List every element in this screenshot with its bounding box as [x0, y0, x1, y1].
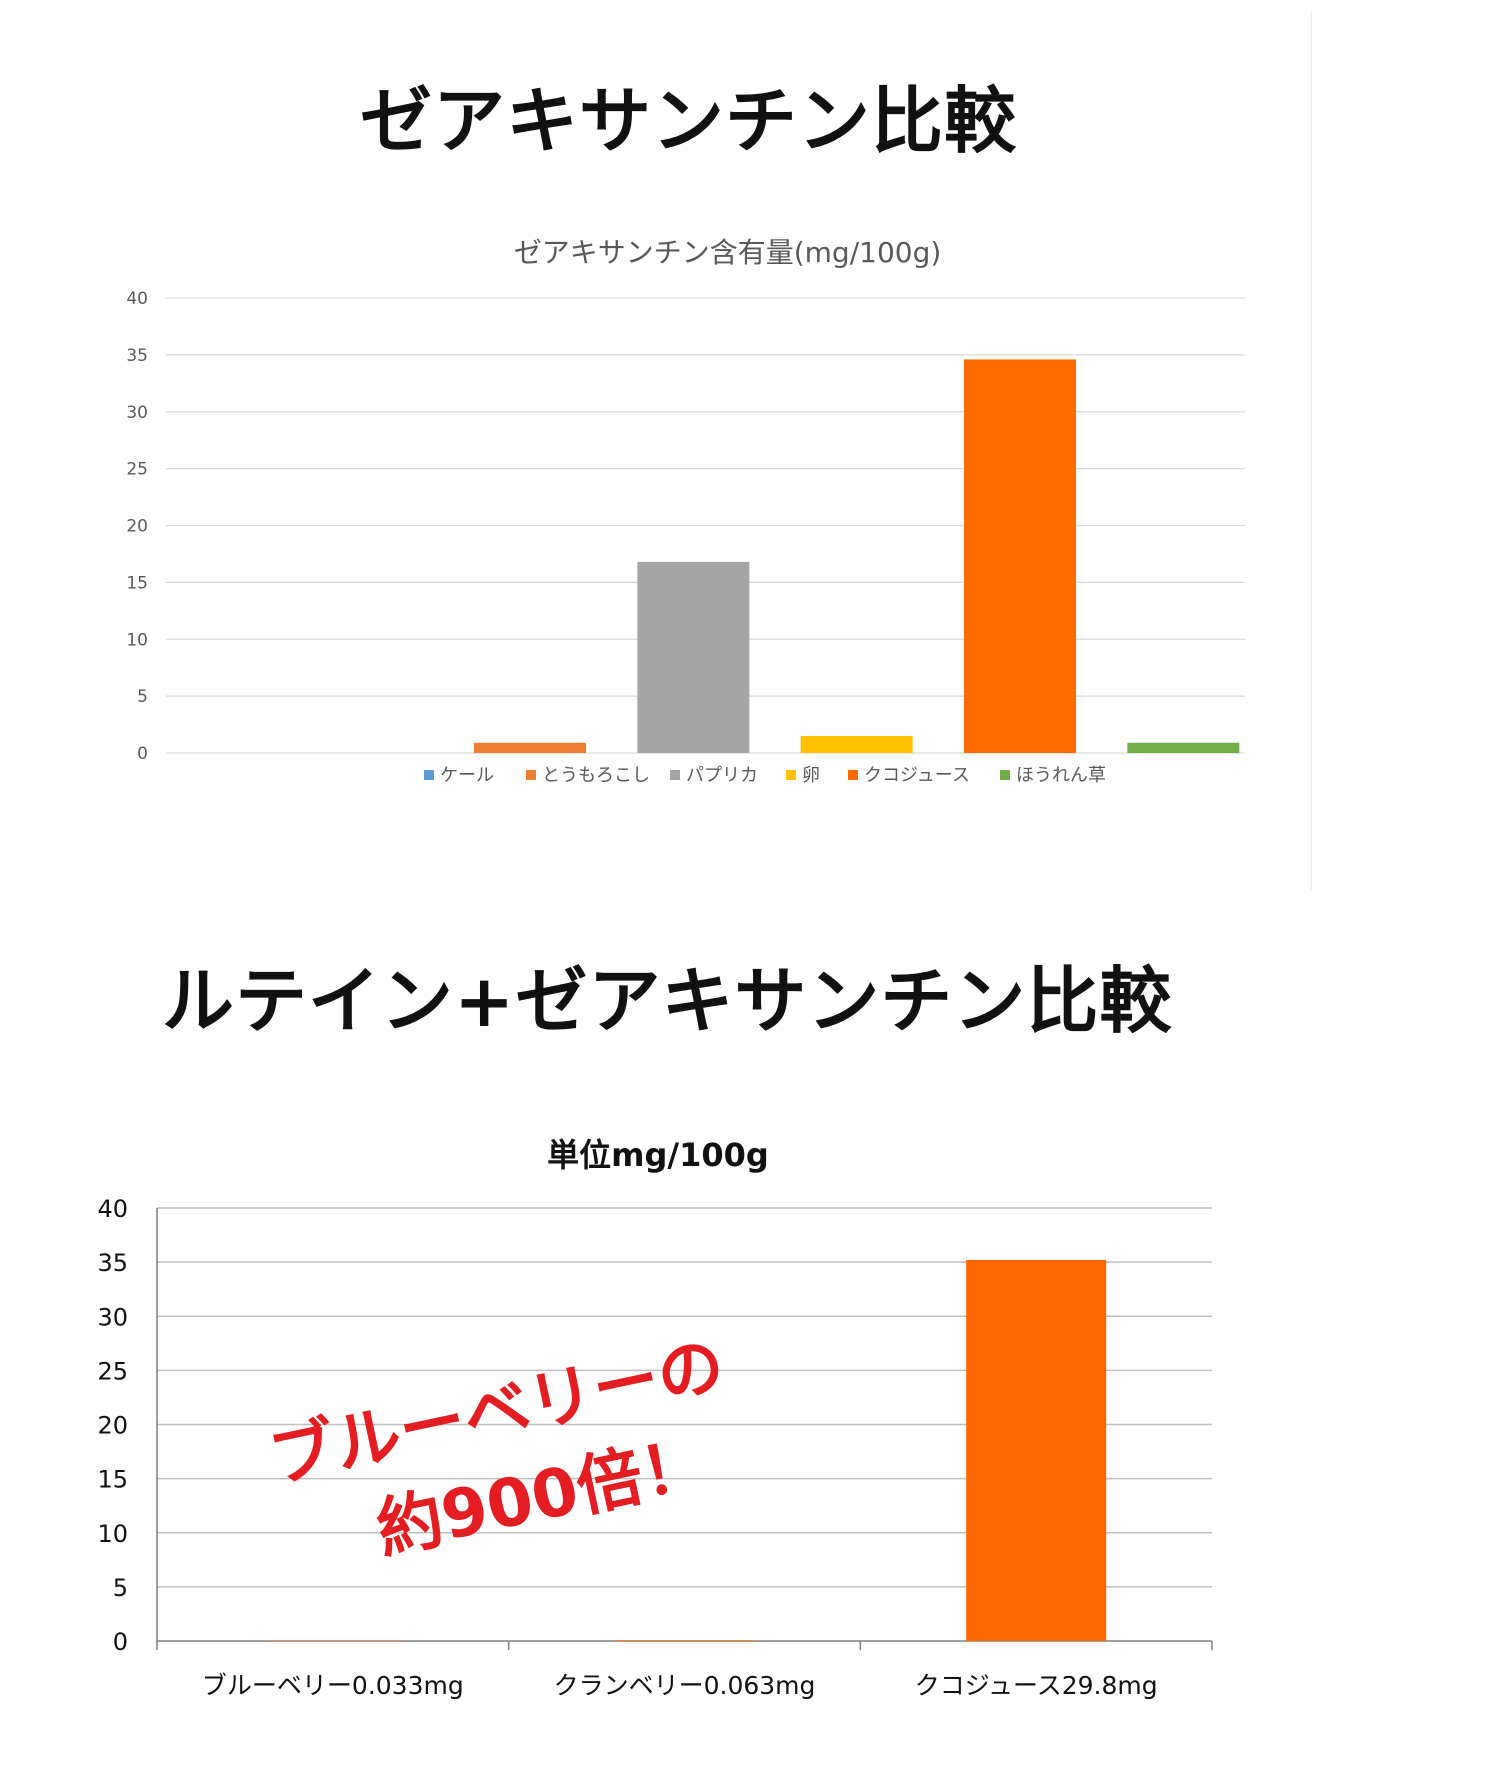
chart2-y-tick-label: 20: [97, 1412, 128, 1440]
chart2-category-label: クコジュース29.8mg: [915, 1671, 1158, 1700]
chart1-legend-label: クコジュース: [864, 765, 970, 786]
chart2-bar: [614, 1640, 755, 1641]
chart2-y-tick-label: 25: [97, 1357, 128, 1385]
chart1-y-tick-label: 40: [126, 289, 148, 309]
chart1-legend-swatch: [424, 770, 434, 780]
chart1-legend-swatch: [848, 770, 858, 780]
chart1-y-tick-label: 20: [126, 517, 148, 537]
chart1-y-tick-label: 35: [126, 346, 148, 366]
chart2-title: 単位mg/100g: [547, 1136, 769, 1174]
chart1-bar: [1127, 742, 1240, 753]
chart2-y-tick-label: 35: [97, 1249, 128, 1277]
chart2-category-label: ブルーベリー0.033mg: [202, 1671, 464, 1700]
chart1-legend-label: パプリカ: [686, 765, 758, 786]
chart1-y-tick-label: 0: [137, 744, 148, 764]
chart2-bar: [966, 1259, 1107, 1641]
chart1-y-tick-label: 5: [137, 687, 148, 707]
chart1-legend-swatch: [670, 770, 680, 780]
chart1-bar: [637, 561, 750, 753]
chart1-legend-swatch: [526, 770, 536, 780]
chart2-category-label: クランベリー0.063mg: [554, 1671, 816, 1700]
chart2-y-tick-label: 0: [113, 1628, 128, 1656]
chart1-legend-swatch: [1000, 770, 1010, 780]
heading-zeaxanthin-comparison: ゼアキサンチン比較: [360, 79, 1018, 163]
chart1-bar: [474, 742, 586, 753]
chart1-y-tick-label: 15: [126, 573, 148, 593]
chart1-legend-label: ほうれん草: [1016, 765, 1106, 786]
chart2-y-tick-label: 30: [97, 1303, 128, 1331]
chart1-y-tick-label: 25: [126, 460, 148, 480]
chart2-y-tick-label: 40: [97, 1195, 128, 1223]
chart1-bar: [800, 735, 913, 753]
chart2-y-tick-label: 10: [97, 1520, 128, 1548]
chart1-y-tick-label: 10: [126, 630, 148, 650]
chart2-y-tick-label: 15: [97, 1466, 128, 1494]
chart2-y-tick-label: 5: [113, 1574, 128, 1602]
heading-lutein-zeaxanthin-comparison: ルテイン+ゼアキサンチン比較: [162, 959, 1173, 1043]
chart1-legend-swatch: [786, 770, 796, 780]
chart1-legend-label: ケール: [440, 765, 494, 786]
chart1-legend-label: 卵: [802, 765, 820, 786]
page-divider: [1311, 10, 1312, 890]
chart1-bar: [964, 359, 1076, 753]
chart1-title: ゼアキサンチン含有量(mg/100g): [514, 236, 942, 269]
chart1-legend-label: とうもろこし: [542, 765, 650, 786]
chart1-y-tick-label: 30: [126, 403, 148, 423]
